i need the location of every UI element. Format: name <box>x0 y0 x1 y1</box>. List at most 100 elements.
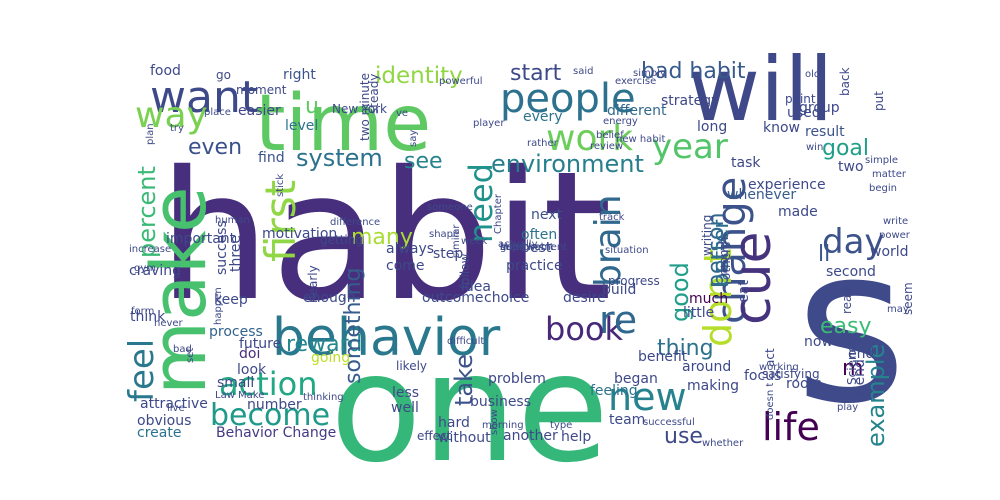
word: book <box>545 310 623 348</box>
word: put <box>872 91 886 111</box>
word: player <box>473 118 505 129</box>
word: task <box>731 155 761 171</box>
word: two minute <box>358 73 372 141</box>
word: whenever <box>727 187 796 203</box>
word: always <box>386 241 434 257</box>
word: world <box>870 244 909 260</box>
word: practice <box>506 258 563 274</box>
word: happen <box>213 287 224 325</box>
word: new habit <box>616 134 665 145</box>
word: writing <box>700 215 714 256</box>
word: long <box>697 119 727 135</box>
word: problem <box>488 371 546 387</box>
word: improvement <box>500 242 567 253</box>
word: find <box>258 150 285 166</box>
word: ll <box>818 242 830 267</box>
word: benefit <box>638 349 688 365</box>
word: motivation <box>262 226 337 242</box>
word: making <box>687 378 739 394</box>
word: feeling <box>590 383 638 399</box>
word: u <box>305 94 319 119</box>
word: brain <box>588 194 629 287</box>
word: three <box>228 235 244 272</box>
word: read <box>840 287 854 314</box>
word: become <box>210 398 330 433</box>
word: end <box>848 346 874 362</box>
word: doi <box>239 346 260 362</box>
word: ve <box>396 108 408 119</box>
word: morning <box>482 420 524 431</box>
word: stick <box>275 174 286 197</box>
word: less <box>392 385 419 401</box>
word: New York <box>332 102 387 116</box>
word: idea <box>461 279 491 295</box>
word: m <box>842 356 863 381</box>
word: friend <box>852 359 868 400</box>
word: win <box>806 142 823 153</box>
word: play <box>837 402 858 413</box>
word: success <box>214 220 230 275</box>
word: show <box>489 409 500 435</box>
word: focus <box>744 368 781 384</box>
word: around <box>682 359 731 375</box>
word: form <box>131 306 154 317</box>
word: habit <box>158 133 612 340</box>
word: habit <box>500 242 526 253</box>
word: come <box>386 258 425 274</box>
word: way <box>135 95 208 136</box>
word: bad habit <box>641 59 746 84</box>
word: two <box>838 159 864 175</box>
word: say <box>408 130 419 147</box>
word: look <box>237 362 267 378</box>
word: easier <box>238 103 281 119</box>
word: power <box>879 230 911 241</box>
word: getting <box>320 233 363 247</box>
word: whether <box>702 438 744 449</box>
word: old <box>805 69 820 80</box>
word: next <box>531 207 563 223</box>
word: first <box>256 180 305 262</box>
word: powerful <box>439 76 483 87</box>
word: small <box>217 375 254 391</box>
word: desire <box>563 290 606 306</box>
word: percent <box>133 166 161 258</box>
word: reward <box>286 332 362 357</box>
word: without <box>438 430 491 446</box>
word: one <box>330 322 609 496</box>
word: system <box>296 144 383 172</box>
word: moment <box>236 83 287 97</box>
word: live <box>167 403 185 414</box>
word: level <box>285 118 318 134</box>
word: person <box>704 213 729 288</box>
word: new <box>608 375 687 419</box>
word: important <box>166 231 236 247</box>
word: place <box>204 107 231 118</box>
word: never <box>154 318 184 329</box>
word: someone <box>427 202 473 213</box>
word: follow <box>458 253 472 289</box>
word: month <box>717 237 731 276</box>
word: change <box>709 177 755 324</box>
word: rather <box>527 138 559 149</box>
word: thing <box>657 336 714 361</box>
word: simple <box>865 155 898 166</box>
word: life <box>762 405 820 449</box>
word: right <box>283 67 316 83</box>
word: strategy <box>661 93 719 109</box>
word: satisfying <box>762 367 820 381</box>
word: Behavior Change <box>216 425 336 441</box>
word: don t <box>696 249 740 347</box>
word: used <box>787 105 821 121</box>
word: act <box>763 348 777 367</box>
word: shape <box>429 229 459 240</box>
word: point <box>785 92 816 106</box>
word: choice <box>484 290 529 306</box>
word: food <box>150 63 181 79</box>
word: s <box>795 200 907 451</box>
word: create <box>137 425 181 441</box>
word: know <box>763 120 800 136</box>
word: nearly <box>306 265 320 303</box>
word: steady <box>367 74 381 114</box>
word: review <box>590 141 623 152</box>
word: likely <box>396 359 427 373</box>
